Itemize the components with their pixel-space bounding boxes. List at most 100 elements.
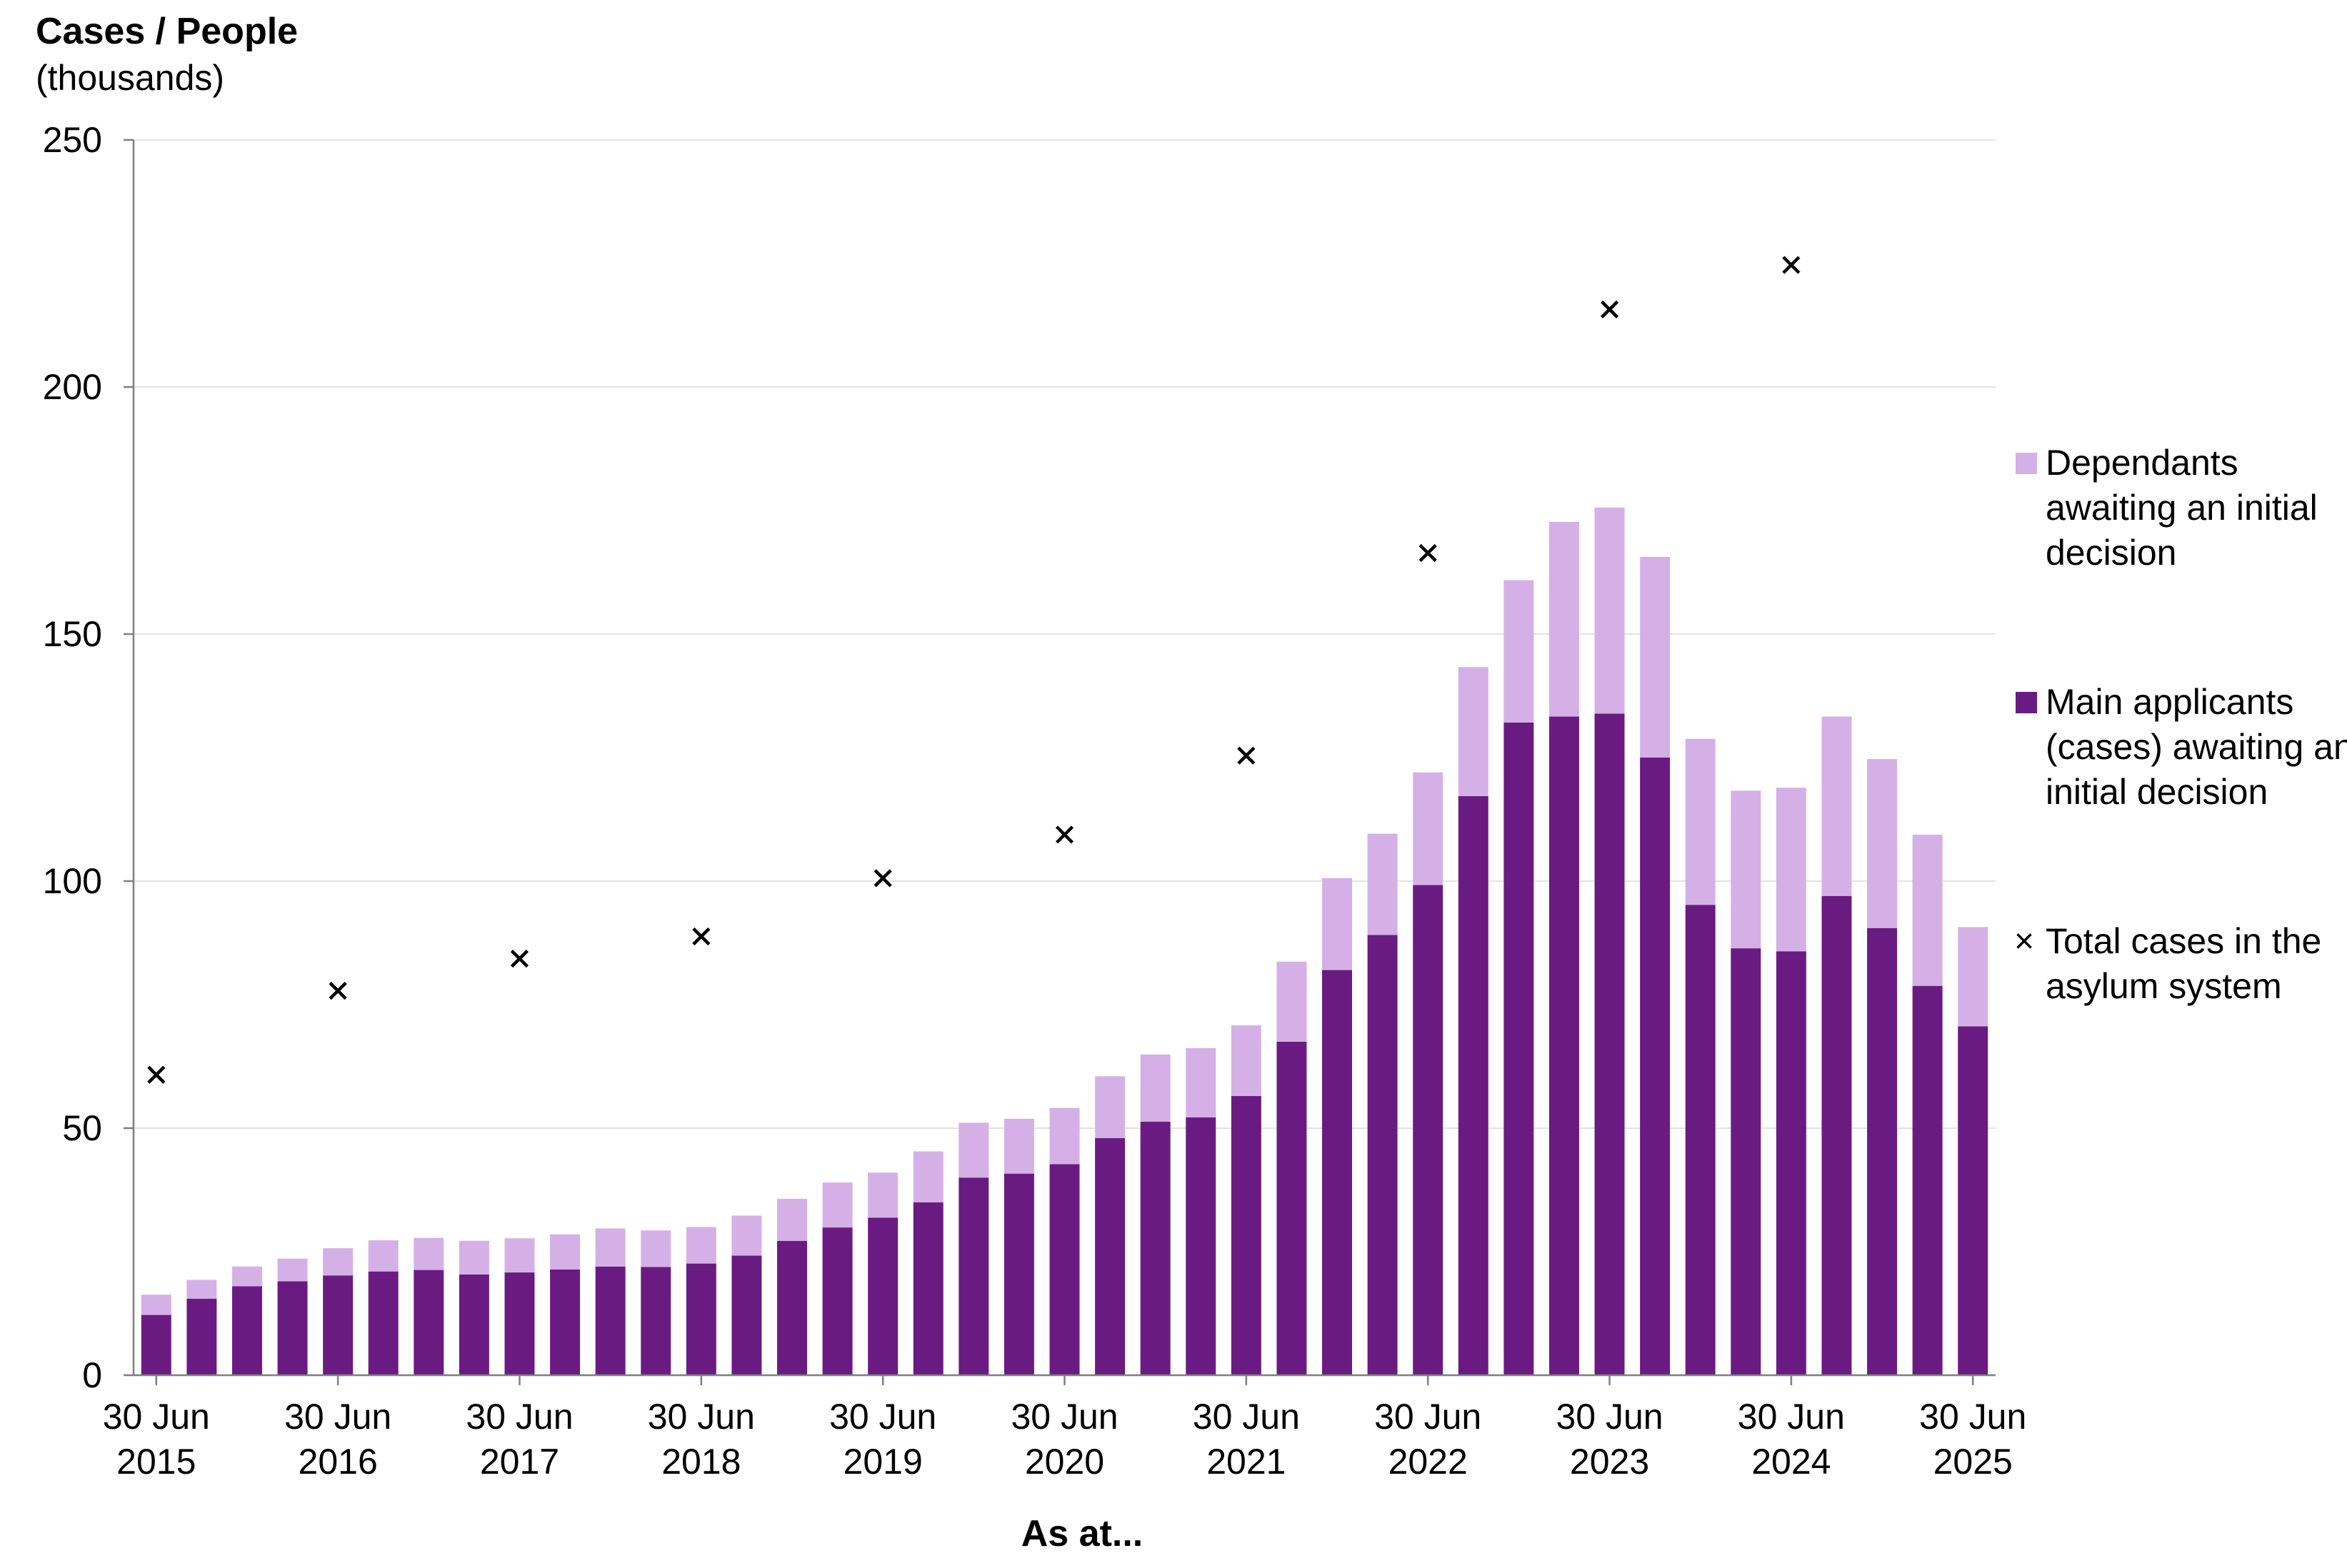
x-tick-label-year: 2016 — [299, 1442, 378, 1482]
total-cases-marker-stroke — [874, 869, 892, 888]
bar-main-applicants — [1140, 1122, 1171, 1375]
bar-dependants — [641, 1230, 671, 1267]
bar-dependants — [1912, 834, 1943, 986]
bar-dependants — [1958, 927, 1988, 1027]
bar-main-applicants — [186, 1298, 217, 1375]
x-tick-label-year: 2023 — [1570, 1442, 1649, 1482]
x-tick-label: 30 Jun — [1919, 1397, 2026, 1437]
bar-dependants — [868, 1172, 899, 1218]
bar-dependants — [323, 1248, 354, 1276]
x-tick-label-year: 2020 — [1025, 1442, 1104, 1482]
total-cases-marker-stroke — [329, 982, 347, 1000]
x-tick-label: 30 Jun — [1556, 1397, 1663, 1437]
bar-dependants — [414, 1237, 444, 1270]
bar-dependants — [368, 1240, 399, 1272]
y-tick-label: 150 — [43, 614, 102, 654]
bar-dependants — [504, 1238, 535, 1273]
total-cases-marker — [510, 950, 529, 968]
x-tick-label-year: 2019 — [844, 1442, 923, 1482]
bar-main-applicants — [323, 1275, 354, 1375]
bar-main-applicants — [368, 1271, 399, 1375]
bar-main-applicants — [731, 1255, 762, 1375]
total-cases-marker — [1418, 543, 1437, 563]
bar-dependants — [1140, 1054, 1171, 1122]
bar-dependants — [959, 1122, 989, 1178]
bar-main-applicants — [1004, 1173, 1034, 1375]
total-cases-marker-stroke — [1782, 256, 1801, 274]
bar-main-applicants — [686, 1263, 716, 1375]
bar-main-applicants — [141, 1315, 171, 1375]
total-cases-marker-stroke — [1600, 300, 1619, 318]
bar-dependants — [231, 1266, 262, 1287]
total-cases-marker-stroke — [692, 927, 711, 946]
bar-main-applicants — [1322, 970, 1352, 1375]
y-axis-subtitle: (thousands) — [36, 58, 225, 98]
y-tick-label: 200 — [43, 367, 102, 407]
bar-main-applicants — [504, 1272, 535, 1375]
bar-main-applicants — [1413, 885, 1443, 1375]
total-cases-marker — [1782, 256, 1801, 274]
bar-main-applicants — [913, 1202, 944, 1375]
total-cases-marker — [329, 982, 347, 1000]
x-tick-label: 30 Jun — [1374, 1397, 1481, 1437]
y-tick-label: 100 — [43, 861, 102, 901]
bar-main-applicants — [1231, 1096, 1261, 1375]
x-tick-label-year: 2018 — [661, 1442, 741, 1482]
x-tick-label-year: 2025 — [1933, 1442, 2013, 1482]
bar-main-applicants — [868, 1217, 899, 1375]
total-cases-marker — [147, 1065, 166, 1084]
bar-main-applicants — [641, 1267, 671, 1375]
bar-main-applicants — [1821, 895, 1852, 1375]
bar-dependants — [1231, 1025, 1261, 1097]
bar-dependants — [186, 1280, 217, 1299]
bar-main-applicants — [414, 1270, 444, 1375]
bar-dependants — [550, 1234, 581, 1270]
bar-main-applicants — [1776, 951, 1806, 1375]
bar-main-applicants — [1640, 758, 1671, 1375]
bar-main-applicants — [1095, 1137, 1126, 1375]
bar-dependants — [1276, 961, 1307, 1042]
bar-dependants — [1049, 1107, 1080, 1165]
bar-dependants — [1186, 1047, 1216, 1117]
x-tick-label: 30 Jun — [1193, 1397, 1300, 1437]
bar-main-applicants — [1276, 1041, 1307, 1375]
bar-main-applicants — [277, 1281, 308, 1375]
bar-dependants — [822, 1182, 853, 1228]
bar-dependants — [1867, 759, 1898, 928]
x-tick-label: 30 Jun — [829, 1397, 936, 1437]
bar-main-applicants — [1685, 905, 1716, 1375]
bar-main-applicants — [1548, 716, 1579, 1375]
legend-label-dependants: Dependants awaiting an initial decision — [2046, 443, 2318, 573]
bar-dependants — [913, 1151, 944, 1202]
total-cases-marker-stroke — [1055, 825, 1074, 844]
bar-dependants — [1685, 738, 1716, 905]
bar-dependants — [1367, 833, 1398, 935]
bar-main-applicants — [595, 1266, 626, 1375]
bar-main-applicants — [1912, 985, 1943, 1375]
bar-dependants — [277, 1258, 308, 1282]
bar-dependants — [1731, 790, 1761, 949]
total-cases-marker-stroke — [1237, 746, 1256, 765]
total-cases-marker-stroke — [510, 950, 529, 968]
bar-main-applicants — [1958, 1026, 1988, 1375]
x-tick-label-year: 2017 — [480, 1442, 559, 1482]
x-tick-label: 30 Jun — [1738, 1397, 1845, 1437]
legend-label-total-cases: Total cases in the asylum system — [2046, 921, 2322, 1006]
bar-dependants — [1503, 580, 1534, 723]
x-tick-label: 30 Jun — [466, 1397, 573, 1437]
bar-dependants — [1594, 507, 1625, 714]
bar-main-applicants — [822, 1227, 853, 1375]
x-tick-label-year: 2024 — [1751, 1442, 1831, 1482]
bar-dependants — [595, 1228, 626, 1267]
x-tick-label-year: 2015 — [116, 1442, 196, 1482]
bar-dependants — [1458, 667, 1488, 796]
y-tick-label: 50 — [62, 1108, 102, 1148]
bar-dependants — [1095, 1076, 1126, 1138]
y-tick-label: 0 — [82, 1355, 102, 1395]
bar-dependants — [459, 1240, 489, 1275]
x-tick-label-year: 2022 — [1388, 1442, 1468, 1482]
total-cases-marker — [1237, 746, 1256, 765]
bar-main-applicants — [777, 1240, 807, 1375]
bar-main-applicants — [1458, 795, 1488, 1375]
